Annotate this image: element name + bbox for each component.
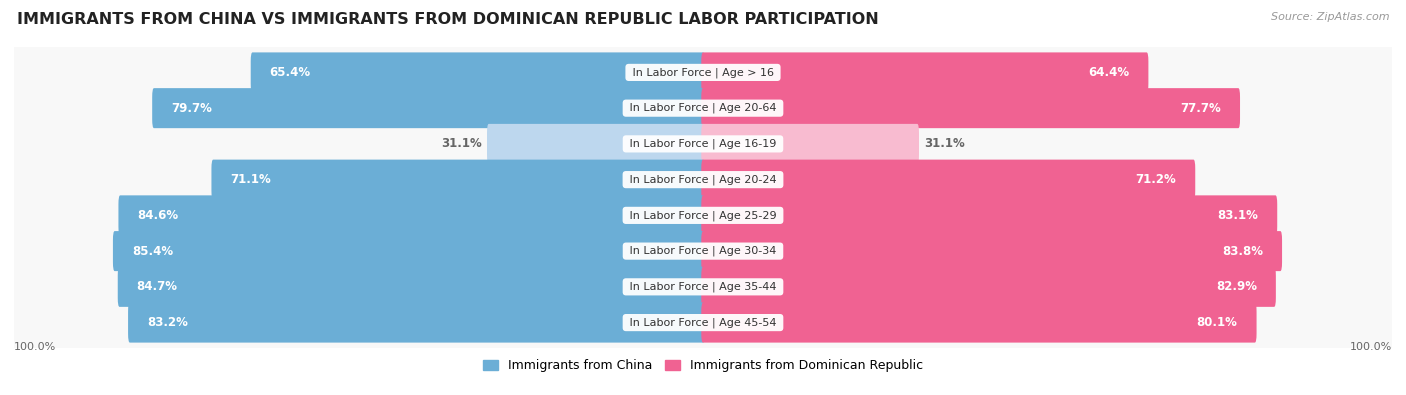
Text: 83.1%: 83.1%	[1218, 209, 1258, 222]
Text: 65.4%: 65.4%	[270, 66, 311, 79]
Text: 84.6%: 84.6%	[138, 209, 179, 222]
Text: IMMIGRANTS FROM CHINA VS IMMIGRANTS FROM DOMINICAN REPUBLIC LABOR PARTICIPATION: IMMIGRANTS FROM CHINA VS IMMIGRANTS FROM…	[17, 12, 879, 27]
FancyBboxPatch shape	[0, 245, 1406, 329]
FancyBboxPatch shape	[4, 257, 1402, 317]
Text: Source: ZipAtlas.com: Source: ZipAtlas.com	[1271, 12, 1389, 22]
Text: 71.2%: 71.2%	[1136, 173, 1177, 186]
Text: 85.4%: 85.4%	[132, 245, 173, 258]
FancyBboxPatch shape	[152, 88, 704, 128]
FancyBboxPatch shape	[702, 303, 1257, 342]
FancyBboxPatch shape	[702, 124, 920, 164]
FancyBboxPatch shape	[0, 173, 1406, 258]
FancyBboxPatch shape	[211, 160, 704, 199]
Text: 79.7%: 79.7%	[172, 102, 212, 115]
FancyBboxPatch shape	[0, 66, 1406, 150]
Text: In Labor Force | Age 35-44: In Labor Force | Age 35-44	[626, 282, 780, 292]
FancyBboxPatch shape	[702, 53, 1149, 92]
Text: 71.1%: 71.1%	[231, 173, 271, 186]
FancyBboxPatch shape	[702, 231, 1282, 271]
Text: 83.2%: 83.2%	[148, 316, 188, 329]
Text: In Labor Force | Age 25-29: In Labor Force | Age 25-29	[626, 210, 780, 221]
FancyBboxPatch shape	[4, 186, 1402, 245]
Text: In Labor Force | Age 30-34: In Labor Force | Age 30-34	[626, 246, 780, 256]
FancyBboxPatch shape	[0, 102, 1406, 186]
FancyBboxPatch shape	[0, 209, 1406, 293]
FancyBboxPatch shape	[702, 160, 1195, 199]
Text: In Labor Force | Age 45-54: In Labor Force | Age 45-54	[626, 317, 780, 328]
Text: In Labor Force | Age 20-24: In Labor Force | Age 20-24	[626, 174, 780, 185]
FancyBboxPatch shape	[4, 221, 1402, 281]
Text: 77.7%: 77.7%	[1180, 102, 1220, 115]
Legend: Immigrants from China, Immigrants from Dominican Republic: Immigrants from China, Immigrants from D…	[478, 354, 928, 377]
Text: 100.0%: 100.0%	[14, 342, 56, 352]
FancyBboxPatch shape	[486, 124, 704, 164]
Text: 64.4%: 64.4%	[1088, 66, 1129, 79]
Text: 31.1%: 31.1%	[924, 137, 965, 150]
FancyBboxPatch shape	[0, 137, 1406, 222]
Text: 82.9%: 82.9%	[1216, 280, 1257, 293]
FancyBboxPatch shape	[702, 267, 1275, 307]
Text: 80.1%: 80.1%	[1197, 316, 1237, 329]
FancyBboxPatch shape	[0, 30, 1406, 115]
FancyBboxPatch shape	[702, 196, 1277, 235]
FancyBboxPatch shape	[4, 150, 1402, 209]
FancyBboxPatch shape	[0, 280, 1406, 365]
Text: 84.7%: 84.7%	[136, 280, 177, 293]
FancyBboxPatch shape	[118, 267, 704, 307]
FancyBboxPatch shape	[4, 43, 1402, 102]
Text: 83.8%: 83.8%	[1222, 245, 1263, 258]
FancyBboxPatch shape	[250, 53, 704, 92]
Text: 31.1%: 31.1%	[441, 137, 482, 150]
FancyBboxPatch shape	[4, 293, 1402, 352]
FancyBboxPatch shape	[702, 88, 1240, 128]
FancyBboxPatch shape	[4, 114, 1402, 174]
Text: 100.0%: 100.0%	[1350, 342, 1392, 352]
Text: In Labor Force | Age 20-64: In Labor Force | Age 20-64	[626, 103, 780, 113]
FancyBboxPatch shape	[4, 78, 1402, 138]
Text: In Labor Force | Age 16-19: In Labor Force | Age 16-19	[626, 139, 780, 149]
Text: In Labor Force | Age > 16: In Labor Force | Age > 16	[628, 67, 778, 78]
FancyBboxPatch shape	[128, 303, 704, 342]
FancyBboxPatch shape	[118, 196, 704, 235]
FancyBboxPatch shape	[112, 231, 704, 271]
